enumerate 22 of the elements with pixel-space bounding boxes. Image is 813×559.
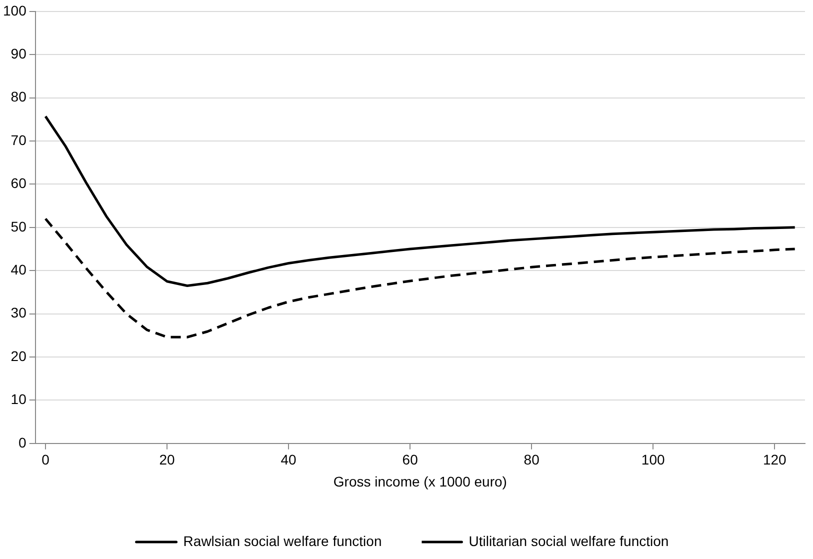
y-tick-label: 10 bbox=[10, 391, 27, 408]
y-tick-label: 70 bbox=[10, 132, 27, 148]
x-tick-label: 120 bbox=[762, 452, 787, 468]
x-tick-label: 40 bbox=[280, 452, 297, 468]
x-tick-label: 0 bbox=[42, 452, 50, 468]
x-tick-label: 80 bbox=[524, 452, 540, 468]
y-tick-label: 40 bbox=[10, 261, 27, 278]
y-tick-label: 90 bbox=[10, 45, 27, 62]
y-tick-label: 100 bbox=[3, 2, 27, 18]
y-tick-label: 50 bbox=[10, 218, 27, 234]
y-tick-label: 30 bbox=[10, 304, 27, 321]
y-tick-label: 0 bbox=[18, 434, 27, 450]
x-tick-label: 60 bbox=[402, 452, 418, 468]
x-tick-label: 100 bbox=[641, 452, 665, 468]
y-tick-label: 80 bbox=[10, 88, 27, 105]
legend-label: Rawlsian social welfare function bbox=[183, 532, 382, 549]
x-axis-title: Gross income (x 1000 euro) bbox=[333, 473, 507, 490]
y-tick-label: 60 bbox=[10, 175, 27, 192]
x-tick-label: 20 bbox=[159, 452, 176, 468]
legend-label: Utilitarian social welfare function bbox=[468, 532, 669, 549]
y-tick-label: 20 bbox=[10, 348, 27, 364]
line-series bbox=[44, 218, 796, 338]
